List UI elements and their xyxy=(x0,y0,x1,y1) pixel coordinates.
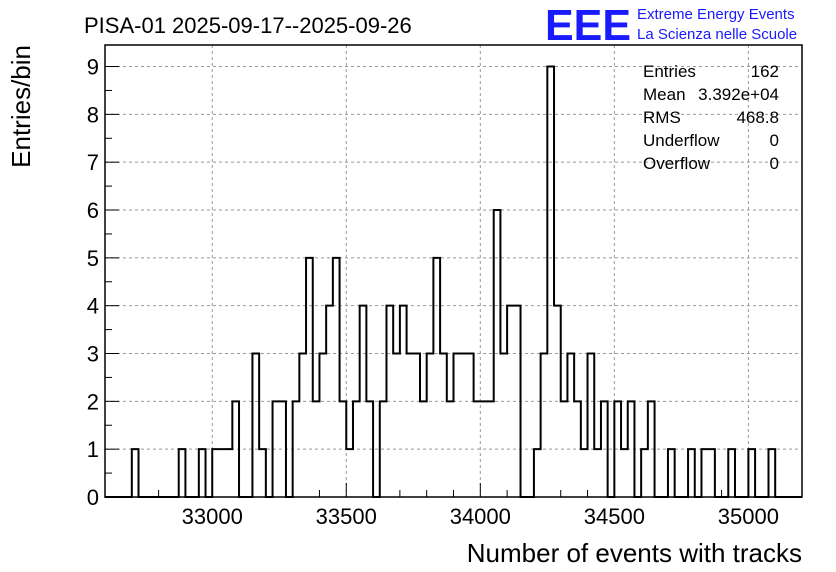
logo-line1: Extreme Energy Events xyxy=(637,6,795,23)
y-axis: 0 1 2 3 4 5 6 7 8 9 xyxy=(87,55,119,510)
stats-label: Overflow xyxy=(643,154,711,173)
y-tick-label: 8 xyxy=(87,102,99,127)
y-tick-label: 4 xyxy=(87,294,99,319)
stats-value: 3.392e+04 xyxy=(698,85,779,104)
stats-box: Entries 162 Mean 3.392e+04 RMS 468.8 Underflow… xyxy=(643,62,779,173)
chart-title: PISA-01 2025-09-17--2025-09-26 xyxy=(84,13,412,38)
y-tick-label: 9 xyxy=(87,55,99,80)
logo-line2: La Scienza nelle Scuole xyxy=(637,26,797,43)
stats-value: 0 xyxy=(770,154,779,173)
eee-logo: EEE Extreme Energy Events La Scienza nel… xyxy=(545,1,797,50)
stats-value: 162 xyxy=(751,62,779,81)
y-tick-label: 6 xyxy=(87,198,99,223)
x-tick-label: 33500 xyxy=(316,504,377,529)
x-tick-label: 35000 xyxy=(718,504,779,529)
y-tick-label: 2 xyxy=(87,389,99,414)
y-tick-label: 0 xyxy=(87,485,99,510)
stats-value: 468.8 xyxy=(736,108,779,127)
stats-value: 0 xyxy=(770,131,779,150)
stats-label: RMS xyxy=(643,108,681,127)
y-tick-label: 7 xyxy=(87,150,99,175)
y-tick-label: 3 xyxy=(87,342,99,367)
x-tick-label: 34500 xyxy=(584,504,645,529)
logo-mark: EEE xyxy=(545,1,631,50)
x-tick-label: 34000 xyxy=(450,504,511,529)
x-tick-label: 33000 xyxy=(182,504,243,529)
y-axis-label: Entries/bin xyxy=(6,45,36,168)
stats-label: Mean xyxy=(643,85,686,104)
stats-label: Underflow xyxy=(643,131,720,150)
stats-label: Entries xyxy=(643,62,696,81)
plot-frame xyxy=(104,44,803,498)
y-tick-label: 5 xyxy=(87,246,99,271)
grid-lines xyxy=(105,45,802,497)
x-axis-label: Number of events with tracks xyxy=(467,538,802,568)
x-axis: 33000 33500 34000 34500 35000 xyxy=(104,483,803,529)
y-tick-label: 1 xyxy=(87,437,99,462)
